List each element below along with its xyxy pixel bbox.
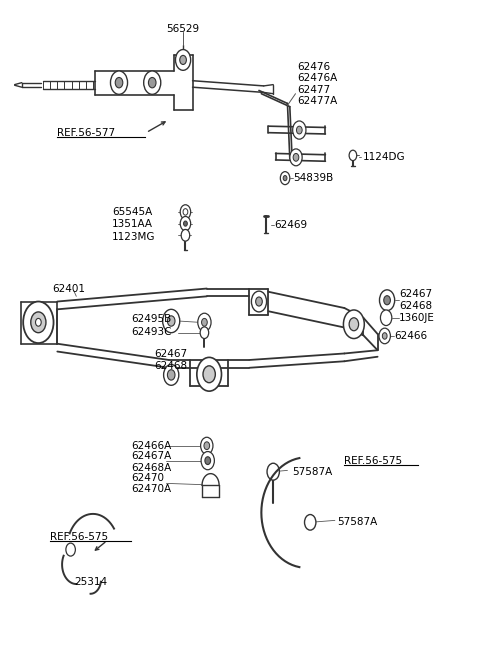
Text: 1360JE: 1360JE [399,312,435,323]
Circle shape [290,149,302,166]
Circle shape [176,50,191,70]
Text: 62493C: 62493C [131,327,171,337]
Text: 62467A
62468A: 62467A 62468A [131,451,171,473]
Circle shape [293,121,306,139]
Text: REF.56-575: REF.56-575 [344,456,403,466]
Circle shape [180,205,191,219]
Text: 57587A: 57587A [337,517,377,527]
Circle shape [163,309,180,333]
Circle shape [36,318,41,326]
Circle shape [183,209,188,215]
Circle shape [180,56,186,64]
Text: 62401: 62401 [53,284,85,293]
Circle shape [144,71,161,94]
Text: 56529: 56529 [167,24,200,34]
Circle shape [66,543,75,556]
Circle shape [304,515,316,530]
Circle shape [349,150,357,160]
Circle shape [256,297,262,306]
Circle shape [383,333,387,339]
Text: 54839B: 54839B [293,173,334,183]
Circle shape [180,216,191,231]
Circle shape [343,310,364,339]
Circle shape [349,318,359,331]
Circle shape [202,318,207,326]
Circle shape [384,295,390,305]
Text: 1351AA: 1351AA [112,219,153,229]
Circle shape [293,153,299,161]
Text: 62470
62470A: 62470 62470A [131,472,171,494]
Circle shape [201,451,215,470]
Circle shape [380,290,395,310]
Text: REF.56-577: REF.56-577 [57,128,116,138]
Text: 1123MG: 1123MG [112,232,156,242]
Text: 62466A: 62466A [131,441,171,451]
Text: 62476
62476A
62477
62477A: 62476 62476A 62477 62477A [297,62,337,106]
Circle shape [267,463,279,480]
Circle shape [164,365,179,385]
Circle shape [110,71,128,94]
Circle shape [31,312,46,333]
Text: 62467
62468: 62467 62468 [399,290,432,311]
Text: 57587A: 57587A [292,466,333,477]
Circle shape [201,438,213,454]
Text: REF.56-575: REF.56-575 [50,532,108,542]
Circle shape [148,77,156,88]
Circle shape [204,442,210,449]
Circle shape [252,291,266,312]
Circle shape [23,301,54,343]
Text: 62495B: 62495B [131,314,171,324]
Circle shape [280,172,290,185]
Circle shape [168,316,175,326]
Text: 62467
62468: 62467 62468 [155,349,188,371]
Circle shape [203,365,216,383]
Circle shape [205,457,211,464]
Text: 62469: 62469 [274,220,307,230]
Circle shape [379,328,390,344]
Circle shape [168,369,175,380]
Circle shape [181,229,190,241]
Text: 65545A: 65545A [112,207,152,217]
Text: 1124DG: 1124DG [362,152,405,162]
Circle shape [283,176,287,181]
Circle shape [183,221,187,226]
Text: 25314: 25314 [74,577,107,587]
Circle shape [115,77,123,88]
Text: 62466: 62466 [394,331,427,341]
Circle shape [197,358,221,391]
Circle shape [200,327,209,339]
Circle shape [381,310,392,326]
Circle shape [198,313,211,331]
Circle shape [297,126,302,134]
